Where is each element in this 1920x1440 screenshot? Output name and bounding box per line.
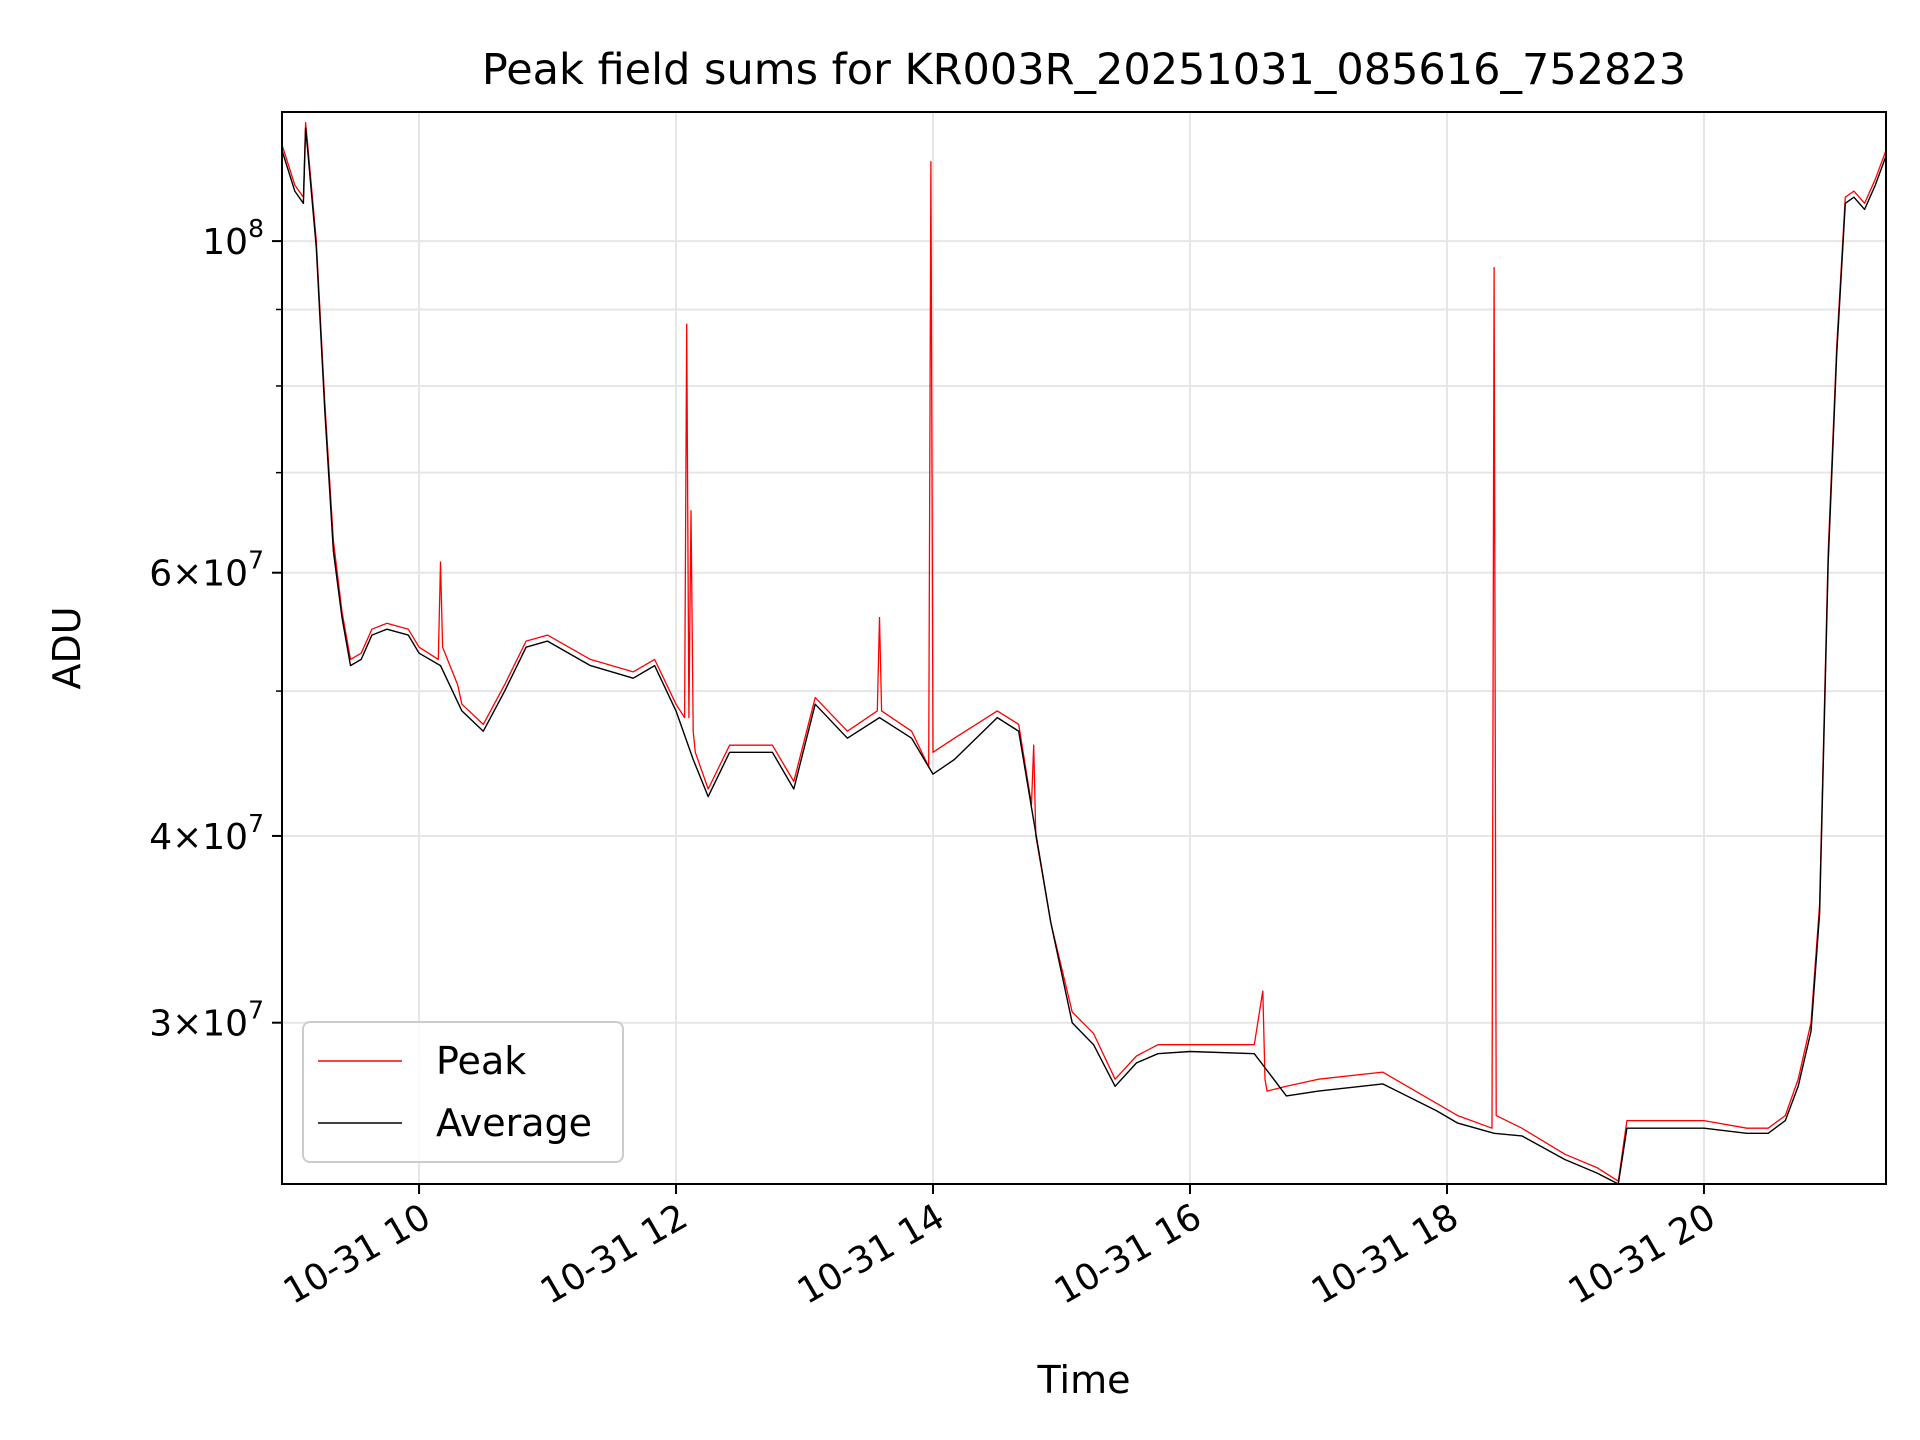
grid: [282, 112, 1886, 1184]
plot-area: [282, 122, 1886, 1184]
chart-title: Peak field sums for KR003R_20251031_0856…: [482, 45, 1686, 95]
y-tick-label: 6×107: [149, 546, 264, 595]
y-tick-label: 3×107: [149, 996, 264, 1045]
legend: Peak Average: [302, 1021, 624, 1163]
series-line-average: [282, 127, 1886, 1184]
plot-frame: [281, 111, 1887, 1185]
y-tick-label: 108: [202, 214, 264, 263]
series-line-peak: [282, 122, 1886, 1182]
legend-label-average: Average: [436, 1101, 592, 1145]
legend-box: [302, 1021, 624, 1163]
y-tick-label: 4×107: [149, 809, 264, 858]
x-axis-ticks: [418, 1184, 1705, 1194]
series-layer: [282, 122, 1886, 1184]
legend-label-peak: Peak: [436, 1039, 526, 1083]
y-axis-label: ADU: [45, 606, 89, 689]
x-axis-label: Time: [1037, 1358, 1131, 1402]
